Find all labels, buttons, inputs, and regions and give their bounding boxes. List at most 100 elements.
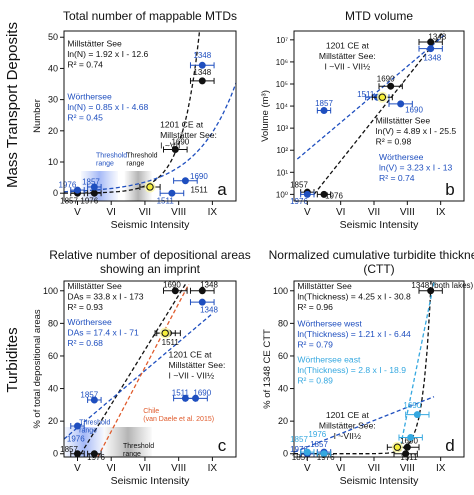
data-point — [168, 189, 176, 197]
y-tick-label: 10⁴ — [276, 102, 289, 111]
annotation-text: ln(V) = 4.89 x I - 25.5 — [376, 126, 457, 136]
data-point — [427, 45, 435, 53]
annotation-text: Wörthersee — [67, 92, 112, 102]
x-tick-label: V — [304, 207, 311, 218]
data-point — [393, 443, 402, 451]
point-label: 1690 — [171, 138, 189, 147]
threshold-band — [80, 171, 118, 201]
point-label: 1857 — [310, 440, 328, 449]
x-tick-label: VII — [368, 207, 380, 218]
data-point — [198, 287, 206, 295]
x-tick-label: VI — [336, 463, 345, 474]
y-axis-label: % of total depositional areas — [32, 309, 43, 429]
point-label: 1348 — [200, 280, 218, 289]
panel-title: Relative number of depositional areas — [49, 248, 250, 262]
data-point — [407, 433, 415, 441]
x-tick-label: IX — [436, 207, 446, 218]
annotation-text: ln(N) = 0.85 x I - 4.68 — [67, 102, 148, 112]
point-label: 1511 — [172, 389, 190, 398]
annotation-text: R² = 0.79 — [297, 340, 333, 350]
point-label: 1348 — [428, 33, 446, 42]
y-tick-label: 60 — [48, 351, 58, 361]
point-label: 1348 — [193, 68, 211, 77]
y-tick-label: 40 — [48, 63, 58, 73]
annotation-text: Threshold — [126, 152, 157, 159]
x-tick-label: VIII — [171, 207, 186, 218]
point-label: 1857 — [315, 99, 333, 108]
x-tick-label: VII — [368, 463, 380, 474]
data-point — [192, 394, 200, 402]
y-tick-label: 10³ — [276, 124, 288, 133]
x-tick-label: V — [74, 463, 81, 474]
y-tick-label: 10⁵ — [276, 80, 288, 89]
panel-d: Normalized cumulative turbidite thicknes… — [262, 248, 474, 487]
y-tick-label: 20 — [278, 416, 288, 426]
data-point — [427, 287, 435, 295]
annotation-text: Millstätter See: — [319, 51, 376, 61]
fit-line — [296, 34, 445, 160]
x-tick-label: VII — [139, 463, 151, 474]
x-axis-label: Seismic Intensity — [340, 475, 420, 487]
annotation-text: Millstätter See — [67, 281, 122, 291]
data-point — [320, 106, 328, 114]
y-tick-label: 10⁷ — [276, 36, 288, 45]
annotation-text: Chile — [143, 408, 159, 415]
annotation-text: ln(Thickness) = 2.8 x I - 18.9 — [297, 365, 406, 375]
annotation-text: Wörthersee west — [297, 319, 362, 329]
annotation-text: R² = 0.98 — [376, 137, 412, 147]
annotation-text: Millstätter See: — [169, 360, 226, 370]
plot-frame — [63, 30, 237, 202]
x-tick-label: VII — [139, 207, 151, 218]
y-tick-label: 10⁶ — [276, 58, 288, 67]
y-tick-label: 50 — [48, 32, 58, 42]
panel-title: Normalized cumulative turbidite thicknes… — [269, 248, 474, 262]
data-point — [387, 82, 395, 90]
row-label-mtd: Mass Transport Deposits — [4, 22, 21, 188]
annotation-text: ln(Thickness) = 4.25 x I - 30.8 — [297, 292, 411, 302]
annotation-text: Threshold — [96, 152, 127, 159]
annotation-text: Millstätter See — [376, 116, 431, 126]
fit-line — [313, 31, 445, 195]
y-axis-label: % of 1348 CE CTT — [262, 329, 273, 409]
annotation-text: Wörthersee — [379, 152, 424, 162]
point-label: 1348 (both lakes) — [411, 281, 473, 290]
annotation-text: 1201 CE at — [326, 410, 370, 420]
panel-title: showing an imprint — [100, 262, 201, 276]
annotation-text: range — [123, 451, 141, 458]
point-label: 1976 — [325, 191, 343, 200]
point-label: 1511 — [190, 185, 208, 194]
data-point — [303, 190, 311, 198]
data-point — [73, 422, 81, 430]
point-label: 1511 — [357, 90, 375, 99]
annotation-text: Wörthersee — [67, 317, 112, 327]
y-tick-label: 100 — [43, 286, 58, 296]
y-tick-label: 0 — [283, 449, 288, 459]
data-point — [90, 189, 98, 197]
annotation-text: range — [126, 160, 144, 167]
annotation-text: R² = 0.96 — [297, 302, 333, 312]
data-point — [303, 448, 311, 456]
point-label: 1976 — [67, 434, 85, 443]
data-point — [90, 396, 98, 404]
y-tick-label: 10² — [276, 146, 288, 155]
data-point — [73, 186, 81, 194]
panel-a: Total number of mappable MTDs Millstätter… — [32, 9, 237, 231]
data-point — [397, 100, 405, 108]
fit-line — [294, 396, 435, 453]
point-label: 1690 — [403, 401, 421, 410]
point-label: 1976 — [58, 180, 76, 189]
annotation-text: Millstätter See — [67, 39, 122, 49]
annotation-text: DAs = 17.4 x I - 71 — [67, 328, 139, 338]
annotation-text: R² = 0.74 — [379, 173, 415, 183]
point-label: 1348 — [423, 53, 441, 62]
x-axis-label: Seismic Intensity — [111, 219, 191, 231]
point-label: 1857 — [290, 180, 308, 189]
point-label: 1511 — [162, 338, 180, 347]
data-point — [146, 183, 154, 191]
y-tick-label: 100 — [273, 286, 288, 296]
x-tick-label: VI — [336, 207, 345, 218]
x-axis-label: Seismic Intensity — [340, 219, 420, 231]
point-label: 1690 — [400, 437, 418, 446]
